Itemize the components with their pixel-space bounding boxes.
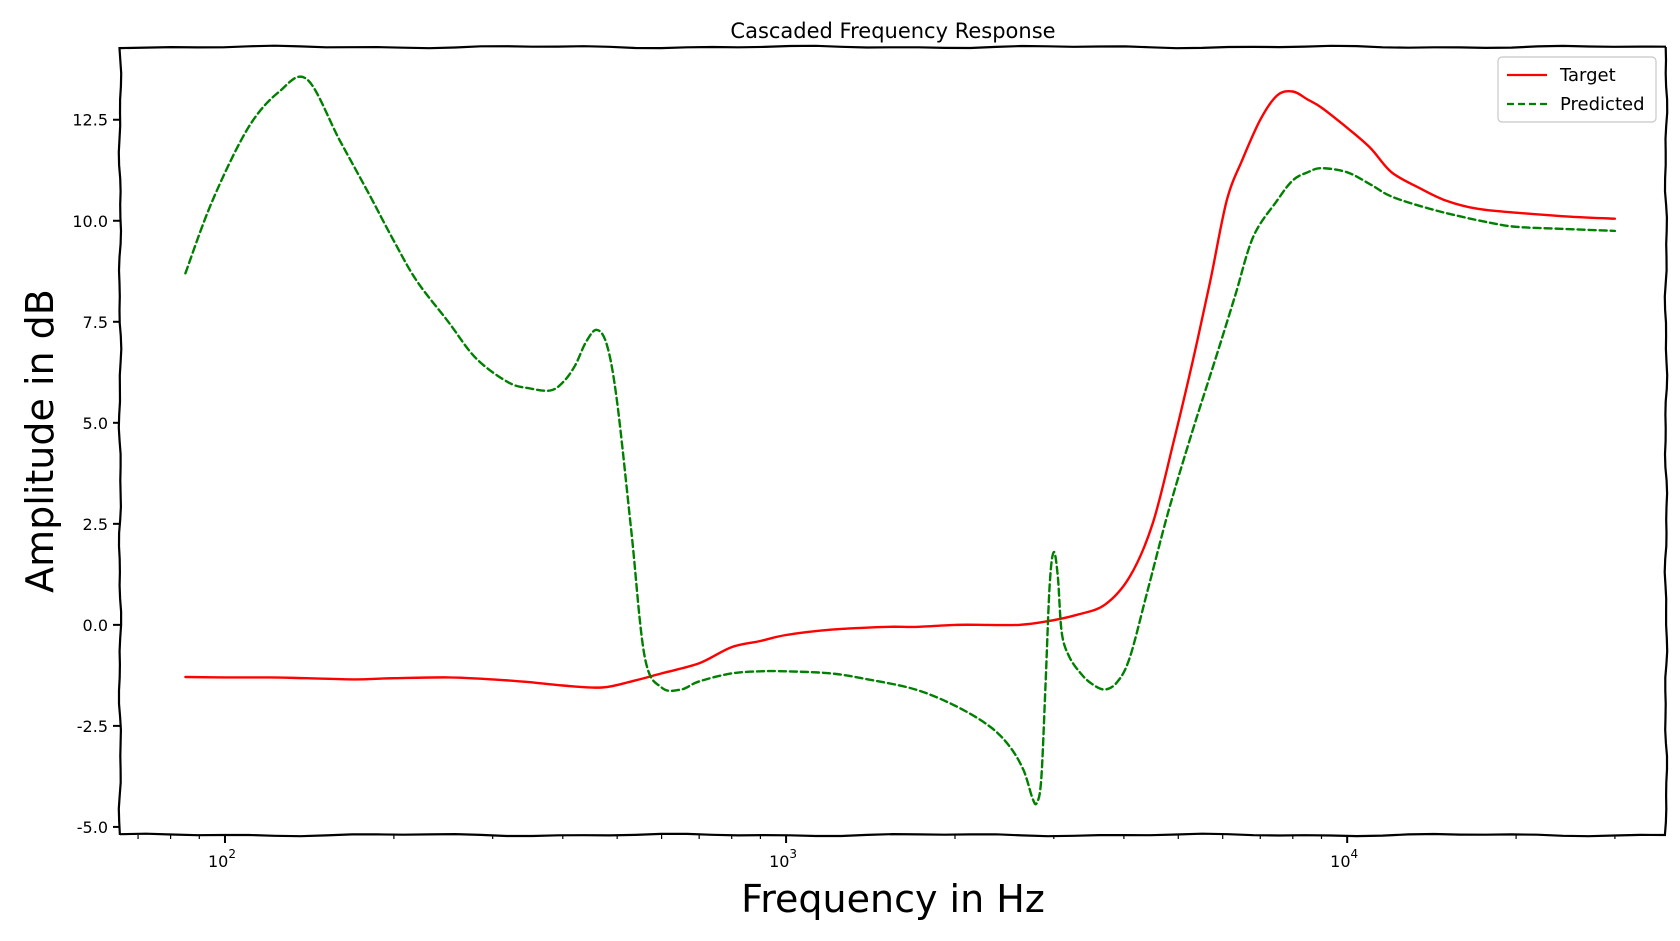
y-tick-label: -2.5 (77, 717, 108, 736)
y-tick-label: 5.0 (83, 414, 108, 433)
legend-label-target: Target (1559, 65, 1616, 86)
y-tick-label: 0.0 (83, 616, 108, 635)
legend: Target Predicted (1497, 56, 1657, 123)
y-tick-label: 10.0 (72, 212, 108, 231)
x-axis-ticks: 102 103 104 (137, 835, 1616, 871)
series-line-target (184, 89, 1617, 689)
x-tick-label: 103 (769, 847, 797, 871)
y-tick-label: 2.5 (83, 515, 108, 534)
legend-label-predicted: Predicted (1560, 94, 1645, 115)
y-tick-label: 7.5 (83, 313, 108, 332)
y-tick-label: 12.5 (72, 111, 108, 130)
x-tick-label: 104 (1330, 847, 1358, 871)
y-tick-label: -5.0 (77, 818, 108, 837)
plot-frame (117, 44, 1669, 838)
legend-box (1497, 56, 1657, 123)
series-layer (184, 75, 1617, 806)
y-axis-label: Amplitude in dB (18, 289, 62, 593)
x-tick-label: 102 (208, 847, 236, 871)
chart-title: Cascaded Frequency Response (730, 19, 1055, 43)
x-axis-label: Frequency in Hz (741, 877, 1045, 921)
series-line-predicted (184, 75, 1617, 806)
y-axis-ticks: -5.0 -2.5 0.0 2.5 5.0 7.5 10.0 12.5 (72, 111, 120, 837)
